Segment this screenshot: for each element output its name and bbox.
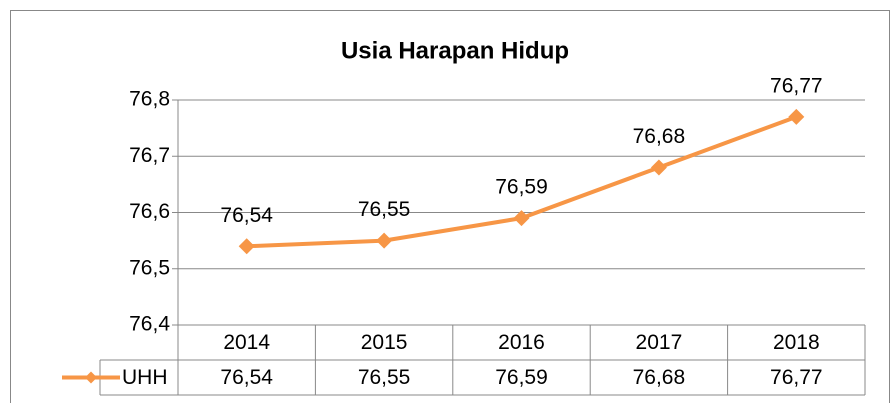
data-label: 76,54 xyxy=(220,204,273,227)
y-tick-label: 76,8 xyxy=(129,88,170,111)
marker xyxy=(376,232,393,249)
x-tick-label: 2018 xyxy=(773,331,820,354)
x-tick-label: 2014 xyxy=(223,331,270,354)
y-tick-label: 76,5 xyxy=(129,256,170,279)
marker xyxy=(513,210,530,227)
legend-label: UHH xyxy=(122,366,168,389)
x-tick-label: 2017 xyxy=(636,331,683,354)
data-label: 76,59 xyxy=(495,176,548,199)
data-label: 76,55 xyxy=(358,198,411,221)
y-tick-label: 76,4 xyxy=(129,313,170,336)
x-tick-label: 2016 xyxy=(498,331,545,354)
y-tick-label: 76,7 xyxy=(129,144,170,167)
y-tick-label: 76,6 xyxy=(129,200,170,223)
marker xyxy=(238,238,255,255)
data-label: 76,77 xyxy=(770,74,823,97)
table-value: 76,55 xyxy=(358,366,411,389)
table-value: 76,68 xyxy=(633,366,686,389)
x-tick-label: 2015 xyxy=(361,331,408,354)
legend-marker xyxy=(85,371,97,384)
chart-frame xyxy=(10,10,890,403)
marker xyxy=(788,108,805,125)
marker xyxy=(650,159,667,176)
table-value: 76,59 xyxy=(495,366,548,389)
chart-title: Usia Harapan Hidup xyxy=(341,37,569,64)
table-value: 76,54 xyxy=(220,366,273,389)
table-value: 76,77 xyxy=(770,366,823,389)
data-label: 76,68 xyxy=(633,125,686,148)
